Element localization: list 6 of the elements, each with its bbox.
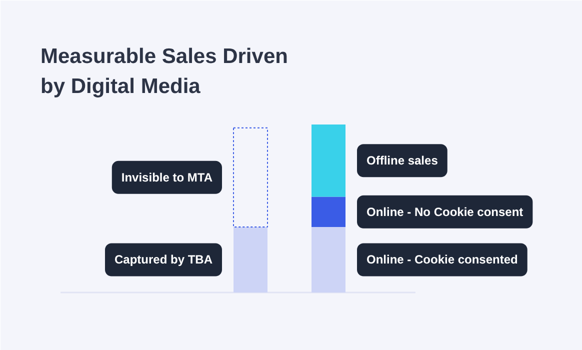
series-label: Online - No Cookie consent — [366, 204, 524, 219]
series-label: Captured by TBA — [114, 252, 213, 267]
chart-title: Measurable Sales Driven by Digital Media — [40, 45, 288, 98]
series-label: Invisible to MTA — [121, 170, 213, 184]
series-label: Online - Cookie consented — [366, 252, 518, 267]
series-label: Offline sales — [366, 154, 438, 168]
